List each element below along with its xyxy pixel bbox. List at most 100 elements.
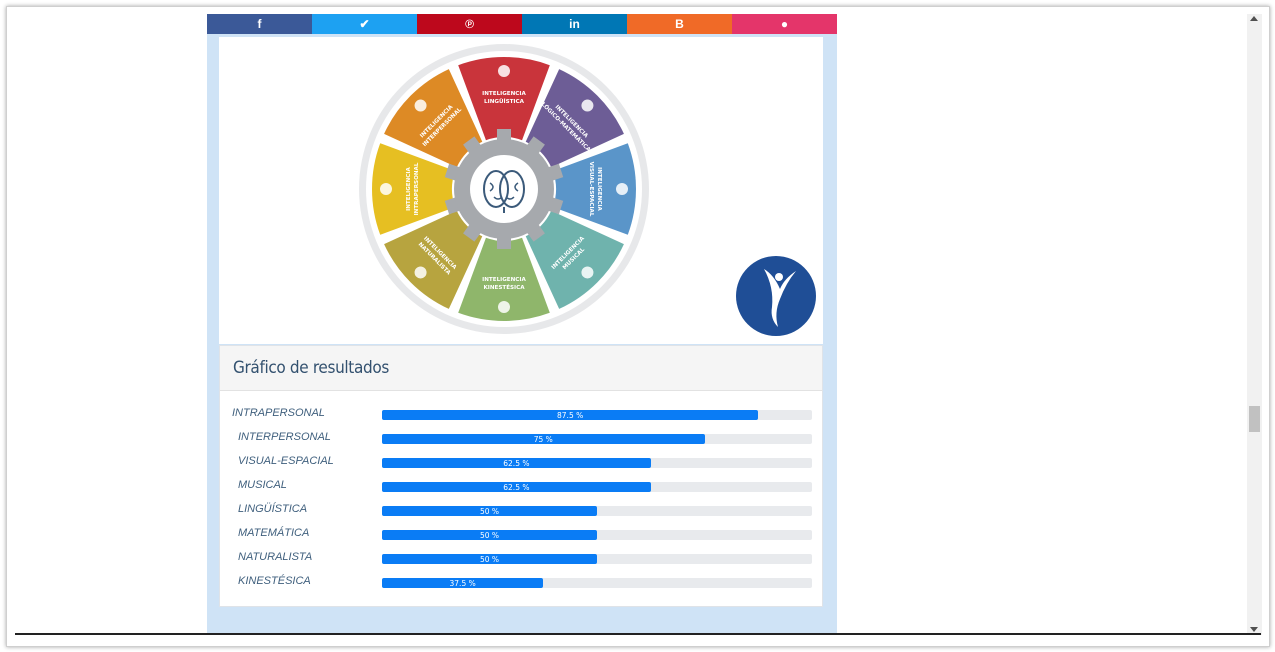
wheel-segment	[384, 69, 483, 168]
result-bar-fill: 62.5 %	[382, 482, 651, 492]
result-bar-track: 87.5 %	[382, 410, 812, 420]
linkedin-icon: in	[569, 17, 580, 31]
segment-label-line: LINGÜÍSTICA	[484, 97, 525, 105]
result-bar-fill: 87.5 %	[382, 410, 759, 420]
result-bar-value: 50 %	[479, 506, 500, 516]
result-bar-value: 75 %	[533, 434, 553, 444]
brain-folds-icon	[489, 182, 519, 200]
segment-label-line: INTELIGENCIA	[596, 167, 602, 211]
result-bar-value: 62.5 %	[503, 458, 530, 468]
results-title: Gráfico de resultados	[233, 358, 389, 378]
page-viewport: f ✔ ℗ in B ● INTELIGENCIA LINGÜÍSTICA INTELIGEN…	[15, 14, 1247, 634]
result-bar-fill: 50 %	[382, 554, 597, 564]
share-twitter-button[interactable]: ✔	[312, 14, 417, 34]
segment-icon	[581, 266, 594, 279]
share-linkedin-button[interactable]: in	[522, 14, 627, 34]
segment-icon	[616, 183, 628, 195]
result-bar-fill: 75 %	[382, 434, 705, 444]
result-label: NATURALISTA	[238, 551, 313, 563]
result-label: VISUAL-ESPACIAL	[238, 455, 334, 467]
result-bar-value: 50 %	[479, 554, 500, 564]
facebook-icon: f	[257, 17, 262, 31]
result-bar-track: 50 %	[382, 530, 812, 540]
segment-label-line: KINESTÉSICA	[483, 283, 525, 291]
intelligences-infographic: INTELIGENCIA LINGÜÍSTICA INTELIGENCIA LÓGIC…	[219, 37, 823, 344]
result-label: INTRAPERSONAL	[232, 407, 325, 419]
result-row: MATEMÁTICA 50 %	[220, 526, 824, 542]
result-bar-track: 75 %	[382, 434, 812, 444]
result-bar-track: 50 %	[382, 506, 812, 516]
segment-label-line: INTELIGENCIA	[406, 167, 412, 211]
segment-icon	[581, 99, 594, 112]
result-row: INTERPERSONAL 75 %	[220, 430, 824, 446]
results-panel-header: Gráfico de resultados	[220, 346, 822, 391]
share-pinterest-button[interactable]: ℗	[417, 14, 522, 34]
logo-head-icon	[775, 273, 783, 281]
browser-frame: f ✔ ℗ in B ● INTELIGENCIA LINGÜÍSTICA INTELIGEN…	[6, 6, 1270, 647]
result-row: MUSICAL 62.5 %	[220, 478, 824, 494]
segment-label-line: INTELIGENCIA	[482, 91, 526, 97]
result-bar-track: 50 %	[382, 554, 812, 564]
segment-label-line: INTRAPERSONAL	[414, 162, 420, 215]
segment-icon	[414, 266, 427, 279]
content-column: f ✔ ℗ in B ● INTELIGENCIA LINGÜÍSTICA INTELIGEN…	[207, 14, 837, 634]
multiple-intelligences-wheel: INTELIGENCIALINGÜÍSTICAINTELIGENCIALÓGIC…	[359, 44, 816, 336]
pinterest-icon: ℗	[465, 17, 474, 31]
result-row: LINGÜÍSTICA 50 %	[220, 502, 824, 518]
result-row: INTRAPERSONAL 87.5 %	[220, 406, 824, 422]
share-blogger-button[interactable]: B	[627, 14, 732, 34]
segment-icon	[414, 99, 427, 112]
result-bar-fill: 62.5 %	[382, 458, 651, 468]
segment-icon	[498, 301, 510, 313]
wheel-segment	[525, 210, 624, 309]
wheel-segment	[525, 69, 624, 168]
share-bar: f ✔ ℗ in B ●	[207, 14, 837, 34]
scroll-up-arrow-icon[interactable]	[1250, 16, 1258, 21]
result-label: MUSICAL	[238, 479, 287, 491]
vertical-scrollbar[interactable]	[1247, 14, 1262, 635]
result-label: KINESTÉSICA	[238, 575, 311, 587]
result-row: NATURALISTA 50 %	[220, 550, 824, 566]
wheel-segment	[372, 143, 456, 235]
logo-figure-icon	[764, 269, 796, 327]
result-label: LINGÜÍSTICA	[238, 503, 308, 515]
gear-hub	[470, 155, 538, 223]
brain-right-icon	[499, 170, 525, 208]
scroll-thumb[interactable]	[1249, 406, 1260, 432]
wheel-segment	[458, 57, 550, 141]
segment-icon	[380, 183, 392, 195]
bottom-divider	[15, 633, 1261, 635]
results-panel: Gráfico de resultados INTRAPERSONAL 87.5 …	[219, 345, 823, 607]
share-comment-button[interactable]: ●	[732, 14, 837, 34]
segment-label-line: INTELIGENCIA	[482, 277, 526, 283]
result-bar-track: 62.5 %	[382, 482, 812, 492]
segment-icon	[498, 65, 510, 77]
result-bar-value: 87.5 %	[557, 410, 584, 420]
twitter-icon: ✔	[359, 17, 370, 31]
comment-icon: ●	[780, 17, 789, 31]
segment-label: INTELIGENCIA INTRAPERSONAL	[406, 162, 420, 215]
wheel-segment	[458, 237, 550, 321]
scroll-down-arrow-icon[interactable]	[1250, 627, 1258, 632]
result-bar-value: 50 %	[479, 530, 500, 540]
result-bar-fill: 37.5 %	[382, 578, 544, 588]
result-bar-fill: 50 %	[382, 530, 597, 540]
brain-left-icon	[483, 170, 509, 208]
blogger-icon: B	[675, 17, 684, 31]
result-label: INTERPERSONAL	[238, 431, 331, 443]
share-facebook-button[interactable]: f	[207, 14, 312, 34]
result-bar-track: 37.5 %	[382, 578, 812, 588]
result-bar-fill: 50 %	[382, 506, 597, 516]
result-bar-value: 62.5 %	[503, 482, 530, 492]
wheel-segment	[552, 143, 636, 235]
result-row: KINESTÉSICA 37.5 %	[220, 574, 824, 590]
result-row: VISUAL-ESPACIAL 62.5 %	[220, 454, 824, 470]
result-bar-track: 62.5 %	[382, 458, 812, 468]
wheel-segment	[384, 210, 483, 309]
segment-label-line: VISUAL-ESPACIAL	[588, 162, 594, 217]
result-bar-value: 37.5 %	[449, 578, 476, 588]
result-label: MATEMÁTICA	[238, 527, 310, 539]
